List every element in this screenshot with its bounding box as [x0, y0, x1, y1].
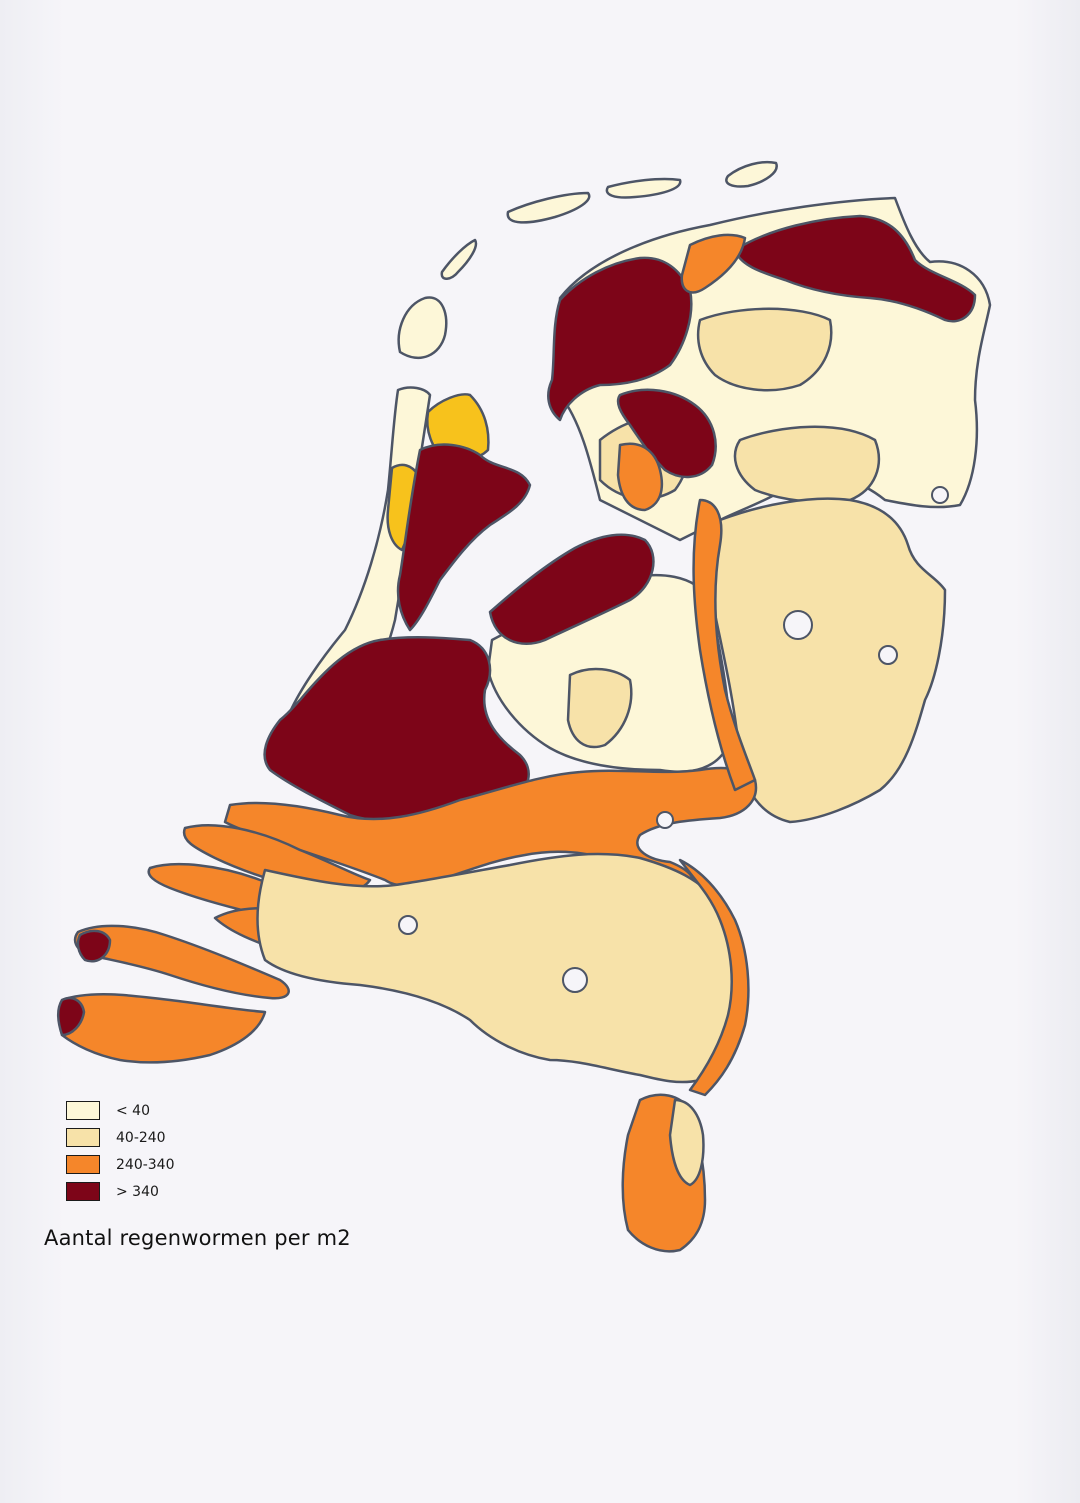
- region-zeeland-maroon-north: [76, 929, 112, 963]
- legend-label: > 340: [116, 1183, 159, 1200]
- region-flevoland-tan: [566, 667, 633, 749]
- region-zeeland-maroon-south: [57, 996, 86, 1037]
- hole-brabant-west: [398, 915, 418, 935]
- island-schiermonnikoog: [725, 160, 778, 188]
- legend-item: 240-340: [66, 1154, 175, 1175]
- hole-overijssel: [878, 645, 898, 665]
- island-terschelling: [506, 191, 591, 224]
- legend-item: > 340: [66, 1181, 175, 1202]
- map-title: Aantal regenwormen per m2: [44, 1226, 351, 1250]
- hole-river: [656, 811, 674, 829]
- legend-swatch: [66, 1101, 100, 1120]
- map-legend: < 40 40-240 240-340 > 340: [66, 1100, 175, 1202]
- legend-item: < 40: [66, 1100, 175, 1121]
- region-friesland-maroon: [547, 256, 693, 422]
- region-ijssel-strip: [692, 498, 757, 792]
- island-texel: [397, 296, 448, 360]
- region-flevoland-maroon: [488, 533, 655, 645]
- legend-label: 240-340: [116, 1156, 175, 1173]
- region-drenthe-south: [733, 425, 881, 504]
- region-noord-holland-peat: [396, 443, 532, 632]
- region-brabant: [256, 852, 742, 1084]
- hole-brabant-east: [562, 967, 588, 993]
- island-vlieland: [440, 238, 478, 280]
- legend-swatch: [66, 1182, 100, 1201]
- region-limburg-light: [668, 1098, 705, 1187]
- island-ameland: [605, 177, 682, 199]
- hole-gelderland: [783, 610, 813, 640]
- legend-label: 40-240: [116, 1129, 166, 1146]
- region-afsluitdijk-orange: [616, 442, 664, 512]
- region-friesland-drenthe: [696, 307, 833, 392]
- legend-label: < 40: [116, 1102, 150, 1119]
- region-frisian-west-maroon: [616, 388, 717, 479]
- region-maas-strip: [678, 858, 750, 1097]
- region-zeeland-flanders: [57, 993, 267, 1064]
- region-north-coast-orange: [680, 233, 747, 294]
- legend-item: 40-240: [66, 1127, 175, 1148]
- legend-swatch: [66, 1128, 100, 1147]
- region-groningen-maroon: [733, 214, 977, 323]
- legend-swatch: [66, 1155, 100, 1174]
- hole-drenthe: [931, 486, 949, 504]
